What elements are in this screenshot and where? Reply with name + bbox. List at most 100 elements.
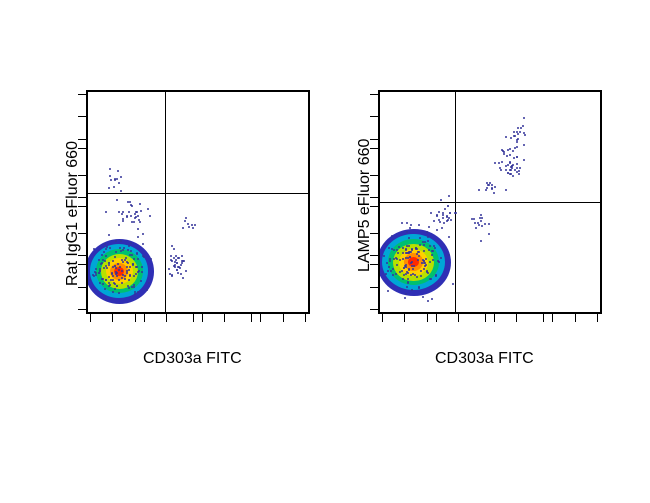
scatter-point: [430, 212, 432, 214]
scatter-point: [443, 222, 445, 224]
scatter-point: [512, 164, 514, 166]
scatter-point: [514, 169, 516, 171]
x-tick: [436, 314, 437, 322]
y-tick: [370, 94, 378, 95]
scatter-point: [418, 255, 420, 257]
scatter-point: [488, 184, 490, 186]
scatter-point: [501, 161, 503, 163]
x-tick: [494, 314, 495, 322]
scatter-point: [471, 218, 473, 220]
scatter-point: [513, 131, 515, 133]
density-ring: [399, 249, 429, 276]
y-tick: [370, 264, 378, 265]
x-tick: [552, 314, 553, 322]
scatter-point: [480, 240, 482, 242]
scatter-point: [415, 247, 417, 249]
scatter-point: [424, 265, 426, 267]
scatter-point: [406, 222, 408, 224]
scatter-point: [441, 227, 443, 229]
scatter-point: [477, 222, 479, 224]
scatter-point: [421, 262, 423, 264]
scatter-point: [518, 173, 520, 175]
scatter-point: [505, 136, 507, 138]
scatter-point: [503, 153, 505, 155]
scatter-point: [391, 248, 393, 250]
x-tick: [516, 314, 517, 322]
scatter-point: [516, 156, 518, 158]
scatter-point: [406, 271, 408, 273]
flow-panel-right: CD303a FITC LAMP5 eFluor 660: [0, 0, 650, 503]
scatter-point: [423, 260, 425, 262]
scatter-point: [487, 184, 489, 186]
scatter-point: [388, 266, 390, 268]
scatter-point: [510, 166, 512, 168]
x-tick: [427, 314, 428, 322]
scatter-point: [433, 220, 435, 222]
scatter-point: [411, 265, 413, 267]
scatter-point: [411, 289, 413, 291]
scatter-point: [436, 214, 438, 216]
scatter-point: [402, 247, 404, 249]
scatter-point: [431, 298, 433, 300]
scatter-point: [423, 260, 425, 262]
y-tick: [370, 139, 378, 140]
scatter-point: [517, 133, 519, 135]
scatter-point: [408, 245, 410, 247]
scatter-point: [423, 250, 425, 252]
scatter-point: [432, 259, 434, 261]
scatter-point: [405, 273, 407, 275]
scatter-point: [406, 252, 408, 254]
scatter-point: [408, 268, 410, 270]
scatter-point: [401, 222, 403, 224]
scatter-point: [524, 134, 526, 136]
scatter-point: [423, 268, 425, 270]
scatter-point: [407, 282, 409, 284]
scatter-point: [418, 224, 420, 226]
scatter-point: [438, 283, 440, 285]
scatter-point: [396, 249, 398, 251]
scatter-point: [518, 170, 520, 172]
scatter-point: [415, 248, 417, 250]
scatter-point: [447, 219, 449, 221]
scatter-point: [426, 231, 428, 233]
scatter-point: [403, 267, 405, 269]
scatter-point: [493, 192, 495, 194]
scatter-point: [491, 188, 493, 190]
scatter-point: [449, 212, 451, 214]
scatter-point: [423, 244, 425, 246]
scatter-point: [450, 219, 452, 221]
scatter-point: [420, 270, 422, 272]
scatter-point: [448, 195, 450, 197]
scatter-point: [384, 243, 386, 245]
scatter-point: [439, 221, 441, 223]
scatter-point: [396, 258, 398, 260]
scatter-point: [510, 173, 512, 175]
scatter-point: [408, 269, 410, 271]
figure-stage: CD303a FITC Rat IgG1 eFluor 660 CD303a F…: [0, 0, 650, 503]
scatter-point: [426, 270, 428, 272]
scatter-point: [505, 189, 507, 191]
x-tick: [485, 314, 486, 322]
scatter-point: [446, 215, 448, 217]
density-ring: [393, 244, 433, 281]
scatter-point: [397, 252, 399, 254]
scatter-point: [407, 257, 409, 259]
y-tick: [370, 206, 378, 207]
scatter-point: [388, 247, 390, 249]
scatter-point: [427, 236, 429, 238]
scatter-point: [444, 208, 446, 210]
scatter-point: [502, 150, 504, 152]
x-tick: [543, 314, 544, 322]
scatter-point: [480, 214, 482, 216]
scatter-point: [426, 271, 428, 273]
y-tick: [370, 287, 378, 288]
scatter-point: [481, 217, 483, 219]
scatter-point: [405, 248, 407, 250]
scatter-point: [409, 256, 411, 258]
scatter-point: [434, 247, 436, 249]
scatter-point: [408, 237, 410, 239]
scatter-point: [517, 138, 519, 140]
scatter-point: [523, 144, 525, 146]
scatter-point: [423, 262, 425, 264]
scatter-point: [484, 223, 486, 225]
